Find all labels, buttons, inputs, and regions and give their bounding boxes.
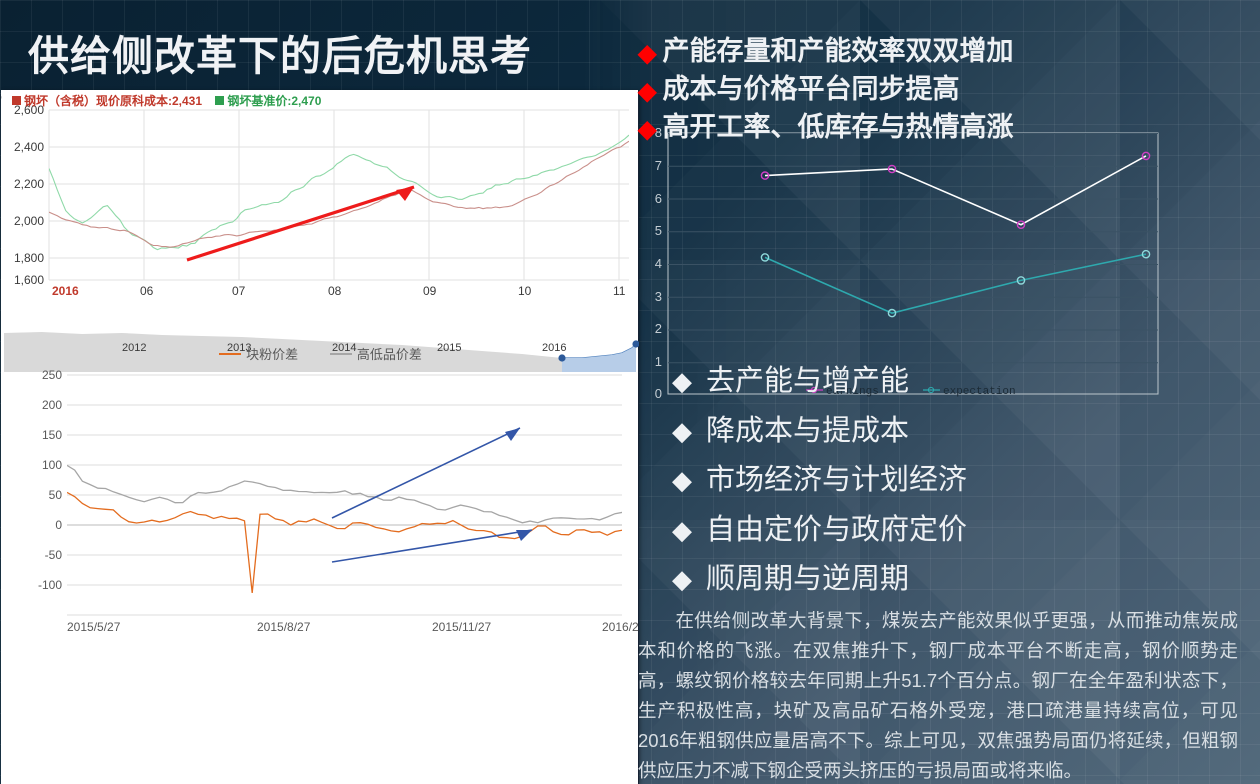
svg-text:2,400: 2,400 [14, 140, 44, 154]
svg-text:2016/2/27: 2016/2/27 [602, 620, 639, 634]
svg-text:-100: -100 [38, 578, 62, 592]
svg-text:2015/5/27: 2015/5/27 [67, 620, 121, 634]
svg-text:7: 7 [655, 158, 662, 173]
svg-text:4: 4 [655, 256, 662, 271]
svg-text:1: 1 [655, 354, 662, 369]
svg-text:1,800: 1,800 [14, 251, 44, 265]
svg-text:3: 3 [655, 289, 662, 304]
svg-text:0: 0 [655, 386, 662, 401]
svg-text:200: 200 [42, 398, 62, 412]
svg-text:2016: 2016 [52, 284, 79, 298]
svg-text:5: 5 [655, 223, 662, 238]
svg-text:2,000: 2,000 [14, 214, 44, 228]
svg-text:0: 0 [55, 518, 62, 532]
svg-text:2015/8/27: 2015/8/27 [257, 620, 311, 634]
svg-text:100: 100 [42, 458, 62, 472]
svg-text:06: 06 [140, 284, 154, 298]
svg-text:50: 50 [49, 488, 63, 502]
svg-text:250: 250 [42, 368, 62, 382]
svg-text:1,600: 1,600 [14, 273, 44, 287]
svg-text:-50: -50 [45, 548, 63, 562]
svg-text:2: 2 [655, 321, 662, 336]
svg-text:6: 6 [655, 191, 662, 206]
svg-text:2,200: 2,200 [14, 177, 44, 191]
svg-text:150: 150 [42, 428, 62, 442]
svg-text:07: 07 [232, 284, 246, 298]
svg-text:11: 11 [613, 284, 626, 298]
svg-text:2015/11/27: 2015/11/27 [432, 620, 491, 634]
svg-text:10: 10 [518, 284, 532, 298]
svg-text:08: 08 [328, 284, 342, 298]
svg-text:09: 09 [423, 284, 437, 298]
